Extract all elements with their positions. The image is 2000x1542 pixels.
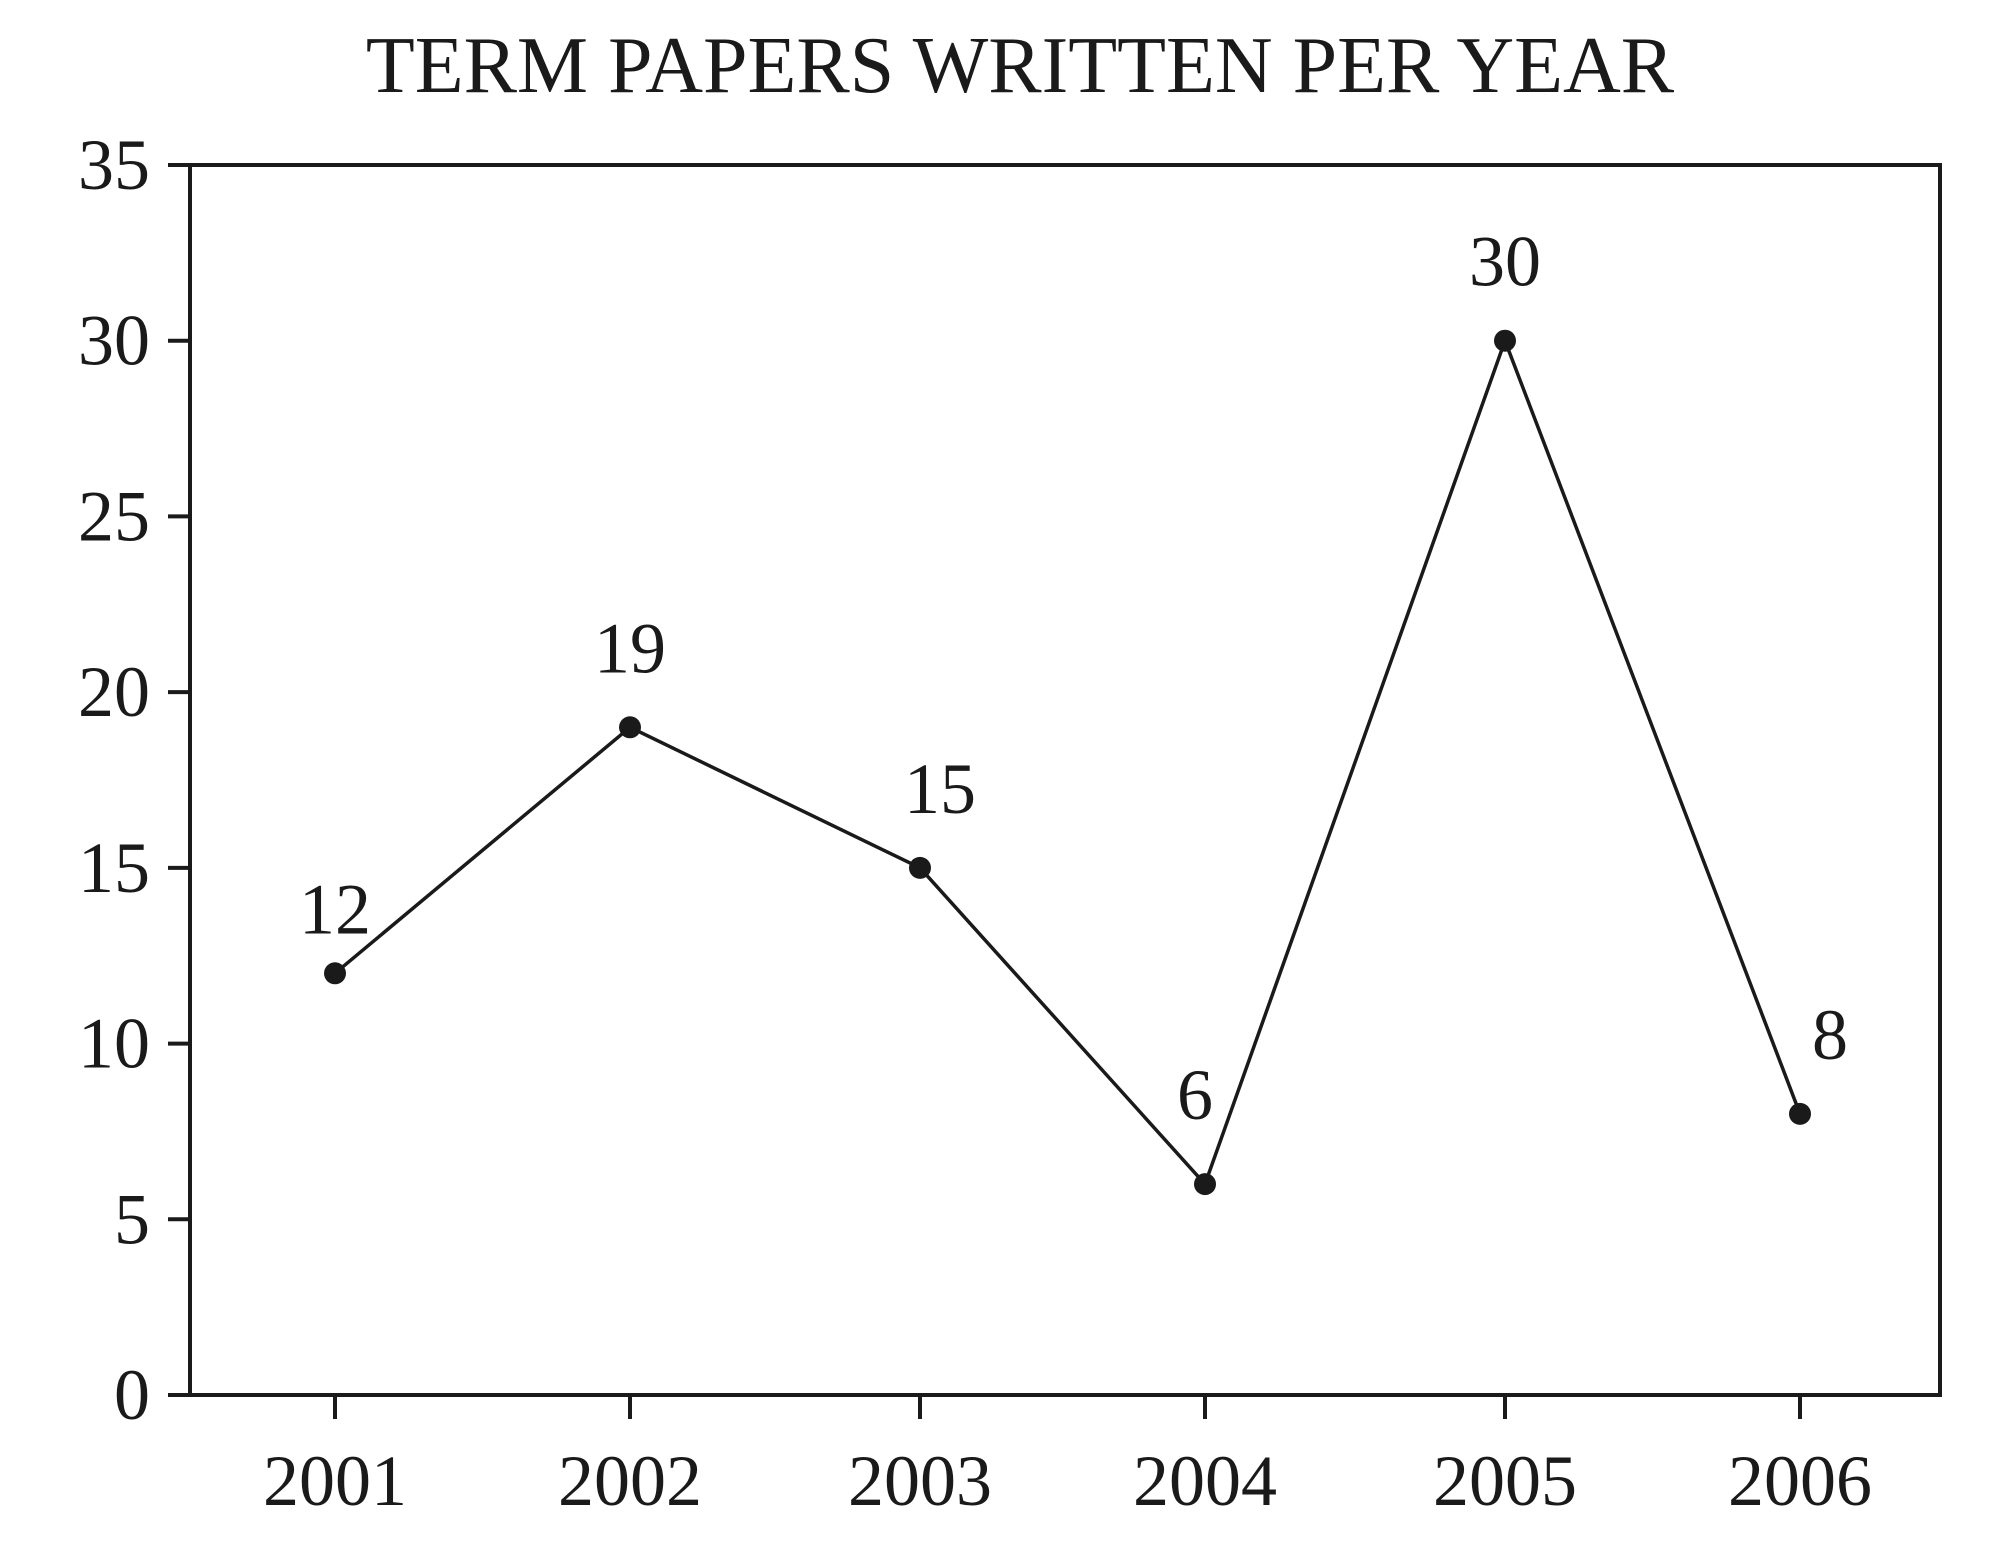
y-tick-label: 25	[78, 476, 150, 556]
data-point	[1789, 1102, 1811, 1125]
plot-frame	[188, 163, 1942, 1397]
data-label: 15	[904, 749, 976, 829]
y-tick-label: 15	[78, 828, 150, 908]
series-line	[333, 335, 1802, 1188]
data-point	[324, 962, 346, 985]
data-label: 12	[299, 869, 371, 949]
data-point	[619, 716, 641, 739]
y-tick-label: 20	[78, 652, 150, 732]
y-tick-label: 30	[78, 301, 150, 381]
data-point	[1494, 329, 1516, 352]
data-point	[909, 856, 931, 879]
data-label: 19	[594, 608, 666, 688]
x-tick-label: 2003	[848, 1441, 992, 1521]
y-tick-label: 5	[114, 1179, 150, 1259]
x-axis: 2001 2002 2003 2004 2005 2006	[263, 1395, 1872, 1521]
chart-title: TERM PAPERS WRITTEN PER YEAR	[366, 22, 1675, 110]
x-tick-label: 2002	[558, 1441, 702, 1521]
x-tick-label: 2006	[1728, 1441, 1872, 1521]
data-label: 8	[1812, 995, 1848, 1075]
series-layer: 12 19 15 6 30 8	[299, 222, 1848, 1196]
data-label: 6	[1177, 1055, 1213, 1135]
x-tick-label: 2005	[1433, 1441, 1577, 1521]
y-tick-label: 35	[78, 125, 150, 205]
x-tick-label: 2004	[1133, 1441, 1277, 1521]
data-point	[1194, 1173, 1216, 1196]
y-tick-label: 0	[114, 1355, 150, 1435]
y-tick-label: 10	[78, 1004, 150, 1084]
x-tick-label: 2001	[263, 1441, 407, 1521]
data-label: 30	[1469, 222, 1541, 302]
y-axis: 0 5 10 15 20 25 30 35	[78, 125, 190, 1435]
